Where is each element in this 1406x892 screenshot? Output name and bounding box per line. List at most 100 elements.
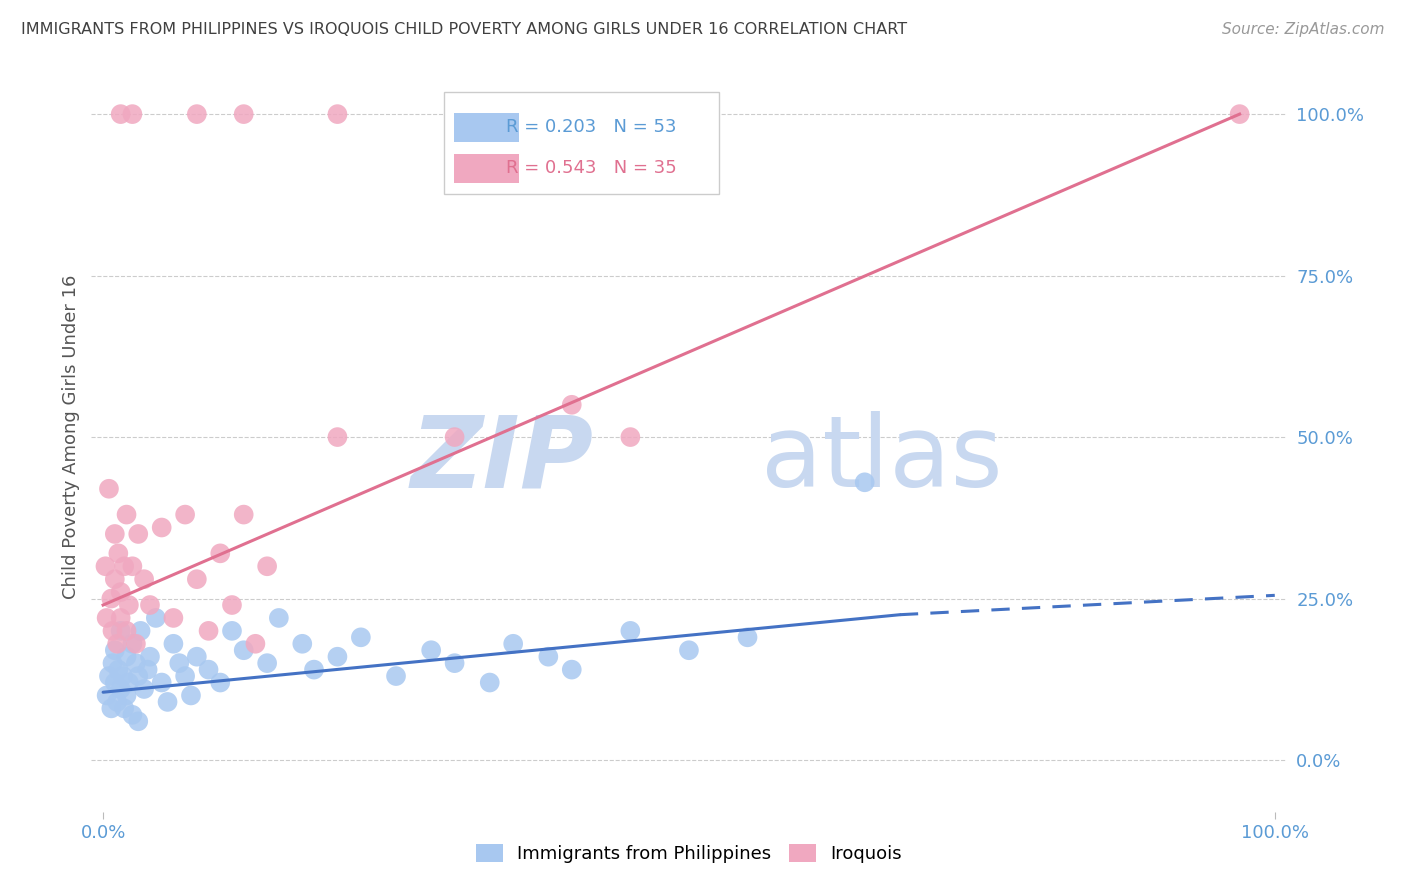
Point — [478, 675, 501, 690]
Point — [98, 482, 120, 496]
Point — [156, 695, 179, 709]
Point — [420, 643, 443, 657]
Point — [104, 643, 127, 657]
Point — [112, 559, 135, 574]
Point — [107, 546, 129, 560]
Point — [94, 559, 117, 574]
Point — [221, 598, 243, 612]
FancyBboxPatch shape — [454, 154, 519, 183]
Point — [98, 669, 120, 683]
Text: ZIP: ZIP — [411, 411, 593, 508]
Point — [443, 430, 465, 444]
Point — [162, 611, 184, 625]
Point — [110, 681, 132, 696]
Point — [169, 656, 191, 670]
Point — [121, 559, 143, 574]
Point — [110, 585, 132, 599]
Point — [326, 649, 349, 664]
Point — [853, 475, 876, 490]
Text: R = 0.543   N = 35: R = 0.543 N = 35 — [506, 160, 676, 178]
Point — [112, 701, 135, 715]
Point — [267, 611, 290, 625]
Point — [115, 689, 138, 703]
Point — [502, 637, 524, 651]
Text: Source: ZipAtlas.com: Source: ZipAtlas.com — [1222, 22, 1385, 37]
Point — [101, 656, 124, 670]
Point — [385, 669, 408, 683]
Point — [291, 637, 314, 651]
Point — [350, 630, 373, 644]
Point — [209, 546, 232, 560]
Point — [96, 689, 118, 703]
Point — [232, 508, 254, 522]
Point — [139, 649, 162, 664]
Point — [197, 624, 219, 638]
Point — [150, 675, 173, 690]
Point — [1229, 107, 1251, 121]
Point — [104, 527, 127, 541]
Point — [121, 107, 143, 121]
Point — [127, 714, 149, 729]
Point — [232, 643, 254, 657]
Point — [678, 643, 700, 657]
Point — [110, 624, 132, 638]
Point — [186, 572, 208, 586]
Text: IMMIGRANTS FROM PHILIPPINES VS IROQUOIS CHILD POVERTY AMONG GIRLS UNDER 16 CORRE: IMMIGRANTS FROM PHILIPPINES VS IROQUOIS … — [21, 22, 907, 37]
Point — [186, 649, 208, 664]
Point — [118, 675, 141, 690]
Point — [101, 624, 124, 638]
Point — [105, 695, 128, 709]
Point — [132, 572, 156, 586]
Point — [115, 508, 138, 522]
Point — [110, 611, 132, 625]
Point — [107, 663, 129, 677]
Point — [197, 663, 219, 677]
Point — [115, 624, 138, 638]
Point — [139, 598, 162, 612]
FancyBboxPatch shape — [454, 112, 519, 142]
Text: atlas: atlas — [761, 411, 1002, 508]
Point — [561, 398, 583, 412]
Point — [162, 637, 184, 651]
Point — [121, 637, 143, 651]
Point — [100, 701, 122, 715]
Y-axis label: Child Poverty Among Girls Under 16: Child Poverty Among Girls Under 16 — [62, 275, 80, 599]
Point — [561, 663, 583, 677]
Point — [104, 675, 127, 690]
Point — [221, 624, 243, 638]
Point — [125, 637, 148, 651]
Point — [132, 681, 156, 696]
Point — [110, 107, 132, 121]
Point — [443, 656, 465, 670]
Point — [619, 624, 641, 638]
Point — [104, 572, 127, 586]
Point — [125, 656, 148, 670]
Point — [127, 527, 149, 541]
Point — [115, 649, 138, 664]
Point — [118, 598, 141, 612]
Point — [619, 430, 641, 444]
Point — [256, 559, 278, 574]
Point — [180, 689, 202, 703]
Point — [174, 669, 197, 683]
Text: R = 0.203   N = 53: R = 0.203 N = 53 — [506, 118, 676, 136]
Point — [186, 107, 208, 121]
Point — [112, 669, 135, 683]
Point — [232, 107, 254, 121]
Point — [100, 591, 122, 606]
Legend: Immigrants from Philippines, Iroquois: Immigrants from Philippines, Iroquois — [468, 837, 910, 870]
Point — [121, 707, 143, 722]
Point — [150, 520, 173, 534]
Point — [105, 637, 128, 651]
Point — [174, 508, 197, 522]
Point — [96, 611, 118, 625]
Point — [245, 637, 267, 651]
Point — [136, 663, 159, 677]
Point — [537, 649, 560, 664]
Point — [129, 624, 152, 638]
Point — [326, 107, 349, 121]
Point — [209, 675, 232, 690]
Point — [737, 630, 759, 644]
FancyBboxPatch shape — [444, 93, 718, 194]
Point — [326, 430, 349, 444]
